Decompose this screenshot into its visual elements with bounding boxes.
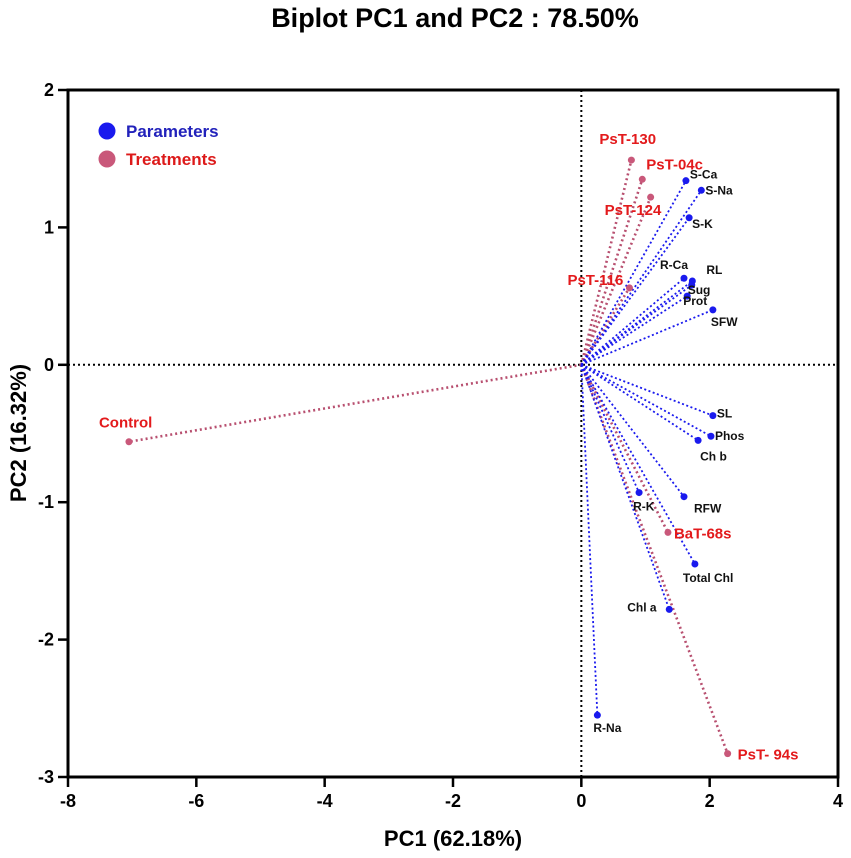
treatment-label-control: Control [99, 415, 152, 432]
y-tick-label: 2 [44, 80, 54, 100]
parameter-label-rfw: RFW [694, 502, 722, 516]
treatment-point-pst-130 [627, 156, 635, 164]
treatment-point-pst-124 [647, 193, 655, 201]
parameter-label-phos: Phos [715, 429, 745, 443]
parameter-vector-sug [580, 284, 693, 366]
parameter-point-s-na [697, 186, 705, 194]
treatment-label-pst-130: PsT-130 [599, 131, 656, 148]
parameter-point-s-ca [682, 177, 690, 185]
treatment-vector-pst-130 [580, 159, 633, 366]
treatment-vector-pst-124 [580, 196, 652, 366]
parameter-vector-s-ca [580, 180, 687, 366]
parameter-point-sfw [709, 306, 717, 314]
parameter-label-r-ca: R-Ca [660, 258, 688, 272]
parameter-point-s-k [685, 214, 693, 222]
parameter-point-total-chl [691, 560, 699, 568]
treatment-point-pst-116 [625, 284, 633, 292]
parameter-point-sl [709, 412, 717, 420]
x-tick-label: 4 [833, 791, 843, 811]
parameter-label-s-na: S-Na [705, 183, 733, 197]
parameter-label-r-k: R-K [633, 500, 655, 514]
treatment-label-pst-94s: PsT- 94s [738, 747, 799, 764]
legend: Parameters Treatments [98, 122, 219, 169]
parameter-label-s-k: S-K [692, 217, 713, 231]
x-tick-label: -6 [188, 791, 204, 811]
data-points [125, 156, 732, 758]
parameter-vector-s-na [580, 189, 703, 366]
treatment-label-pst-124: PsT-124 [605, 202, 662, 219]
parameter-vector-r-k [580, 364, 640, 493]
y-tick-label: -2 [38, 630, 54, 650]
parameter-label-ch-b: Ch b [700, 449, 727, 463]
parameter-vector-prot [580, 295, 688, 366]
legend-treatments-marker [98, 150, 116, 168]
parameter-vector-sfw [580, 309, 714, 366]
parameter-label-s-ca: S-Ca [690, 168, 718, 182]
vector-lines [128, 159, 729, 755]
treatment-label-bat-68s: BaT-68s [674, 525, 732, 542]
y-tick-label: 0 [44, 355, 54, 375]
parameter-label-sl: SL [717, 407, 732, 421]
treatment-label-pst-116: PsT-116 [567, 272, 623, 289]
x-axis-title: PC1 (62.18%) [384, 826, 522, 851]
parameter-vector-chl-a [580, 364, 671, 610]
x-tick-label: -4 [317, 791, 333, 811]
parameter-label-sfw: SFW [711, 315, 738, 329]
treatment-label-pst-04c: PsT-04c [646, 156, 703, 173]
treatment-point-pst-94s [724, 750, 732, 758]
parameter-vector-sl [581, 363, 714, 417]
legend-treatments-label: Treatments [126, 150, 217, 169]
y-tick-label: 1 [44, 217, 54, 237]
treatment-vector-bat-68s [580, 364, 670, 534]
chart-title: Biplot PC1 and PC2 : 78.50% [271, 3, 639, 33]
x-tick-label: 2 [705, 791, 715, 811]
parameter-label-prot: Prot [683, 294, 707, 308]
parameter-point-sug [688, 281, 696, 289]
y-axis-title: PC2 (16.32%) [6, 364, 31, 502]
legend-parameters-marker [98, 122, 116, 140]
x-tick-label: -8 [60, 791, 76, 811]
parameter-label-r-na: R-Na [593, 721, 621, 735]
treatment-vector-pst-94s [580, 364, 729, 755]
parameter-point-r-na [593, 711, 601, 719]
treatment-vector-control [128, 363, 582, 444]
parameter-point-ch-b [694, 436, 702, 444]
y-axis-ticks: -3 -2 -1 0 1 2 [38, 80, 68, 787]
x-tick-label: -2 [445, 791, 461, 811]
parameter-label-total-chl: Total Chl [683, 571, 733, 585]
parameter-vector-r-na [580, 364, 599, 716]
parameter-label-rl: RL [706, 263, 722, 277]
parameter-vector-phos [580, 364, 712, 438]
treatment-point-control [125, 438, 133, 446]
parameter-point-r-ca [680, 274, 688, 282]
legend-parameters-label: Parameters [126, 122, 219, 141]
treatment-point-pst-04c [638, 175, 646, 183]
y-tick-label: -1 [38, 492, 54, 512]
parameter-point-r-k [635, 489, 643, 497]
parameter-point-prot [683, 292, 691, 300]
data-labels: PsT-130 PsT-04c PsT-124 PsT-116 Control BaT-6… [99, 131, 799, 764]
zero-reference-lines [68, 90, 838, 777]
parameter-vector-ch-b [580, 364, 699, 442]
parameter-label-sug: Sug [688, 283, 711, 297]
parameter-point-phos [707, 432, 715, 440]
parameter-point-chl-a [665, 605, 673, 613]
x-tick-label: 0 [576, 791, 586, 811]
parameter-point-rfw [680, 493, 688, 501]
parameter-vector-rfw [580, 364, 685, 498]
treatment-point-bat-68s [664, 528, 672, 536]
parameter-label-chl-a: Chl a [627, 600, 657, 614]
x-axis-ticks: -8 -6 -4 -2 0 2 4 [60, 777, 843, 811]
y-tick-label: -3 [38, 767, 54, 787]
parameter-vector-s-k [580, 217, 690, 366]
